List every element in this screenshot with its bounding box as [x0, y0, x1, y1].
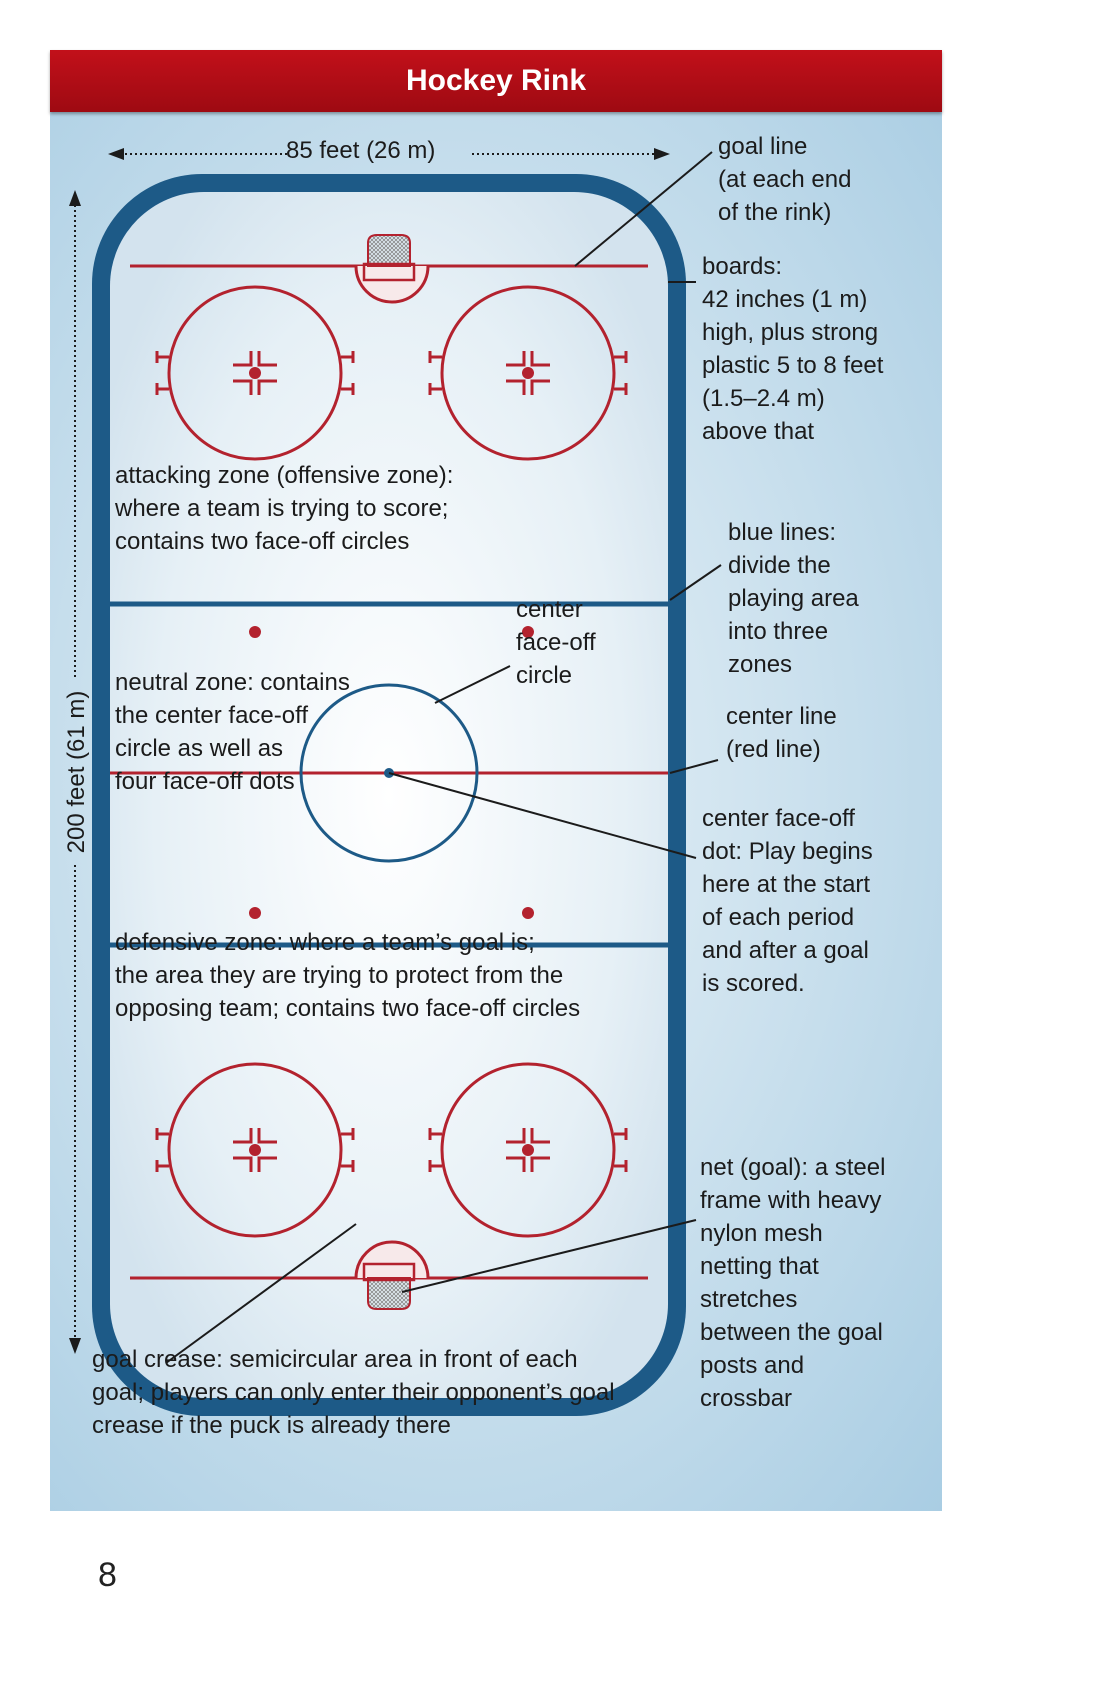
- face-off-l-mark: [506, 1128, 526, 1144]
- face-off-l-mark: [233, 1156, 253, 1172]
- face-off-l-mark: [233, 1128, 253, 1144]
- face-off-dot: [249, 367, 261, 379]
- face-off-l-mark: [530, 1128, 550, 1144]
- blue-lines-label: blue lines: divide the playing area into…: [728, 519, 859, 678]
- face-off-l-mark: [257, 1156, 277, 1172]
- face-off-l-mark: [530, 351, 550, 367]
- rink-ice: [110, 192, 668, 1398]
- face-off-circle: [167, 285, 343, 461]
- length-dimension-arrow: [69, 190, 81, 1354]
- center-line-label: center line (red line): [726, 703, 837, 763]
- center-dot-label: center face-off dot: Play begins here at…: [702, 805, 873, 997]
- face-off-l-mark: [233, 379, 253, 395]
- center-face-off-circle: [299, 683, 479, 863]
- net-label: net (goal): a steel frame with heavy nyl…: [700, 1154, 886, 1412]
- end-zone-face-off-circles: [155, 285, 628, 1238]
- neutral-face-off-dot: [522, 626, 534, 638]
- face-off-l-mark: [257, 1128, 277, 1144]
- net-leader: [401, 1219, 697, 1293]
- goal-line-leader: [574, 151, 713, 267]
- face-off-dot: [522, 367, 534, 379]
- goal-crease-top: [354, 265, 430, 304]
- face-off-circle: [167, 1062, 343, 1238]
- neutral-face-off-dot: [249, 626, 261, 638]
- face-off-circle: [440, 1062, 616, 1238]
- face-off-dot: [249, 1144, 261, 1156]
- page-number: 8: [98, 1556, 117, 1594]
- defensive-zone-label: defensive zone: where a team’s goal is; …: [115, 929, 581, 1022]
- rink-diagram: 200 feet (61 m): [63, 148, 722, 1416]
- face-off-l-mark: [506, 1156, 526, 1172]
- center-circle-leader: [434, 665, 511, 704]
- goal-crease-label: goal crease: semicircular area in front …: [92, 1346, 615, 1439]
- face-off-l-mark: [257, 351, 277, 367]
- net-top: [362, 234, 416, 282]
- net-bottom: [362, 1262, 416, 1310]
- face-off-l-mark: [233, 351, 253, 367]
- neutral-zone-label: neutral zone: contains the center face-o…: [115, 669, 350, 795]
- face-off-l-mark: [530, 379, 550, 395]
- boards-label: boards: 42 inches (1 m) high, plus stron…: [702, 253, 884, 445]
- center-circle-label: center face-off circle: [516, 596, 596, 689]
- blue-lines-leader: [669, 564, 722, 601]
- attacking-zone-label: attacking zone (offensive zone): where a…: [115, 462, 454, 555]
- center-dot-leader: [388, 772, 697, 859]
- neutral-face-off-dot: [522, 907, 534, 919]
- face-off-l-mark: [530, 1156, 550, 1172]
- goal-line-label: goal line (at each end of the rink): [718, 133, 852, 226]
- face-off-l-mark: [506, 379, 526, 395]
- face-off-l-mark: [506, 351, 526, 367]
- goal-crease-bottom: [354, 1240, 430, 1279]
- diagram-title: Hockey Rink: [405, 64, 587, 97]
- face-off-circle: [440, 285, 616, 461]
- face-off-l-mark: [257, 379, 277, 395]
- title-bar: Hockey Rink: [50, 50, 942, 112]
- width-dimension-label: 85 feet (26 m): [286, 137, 436, 164]
- rink-panel: Hockey Rink: [50, 50, 942, 1511]
- goal-crease-leader: [165, 1223, 357, 1364]
- face-off-dot: [522, 1144, 534, 1156]
- length-dimension-label: 200 feet (61 m): [63, 691, 90, 854]
- center-line-leader: [669, 759, 719, 774]
- width-dimension-arrow: [108, 148, 670, 160]
- neutral-face-off-dot: [249, 907, 261, 919]
